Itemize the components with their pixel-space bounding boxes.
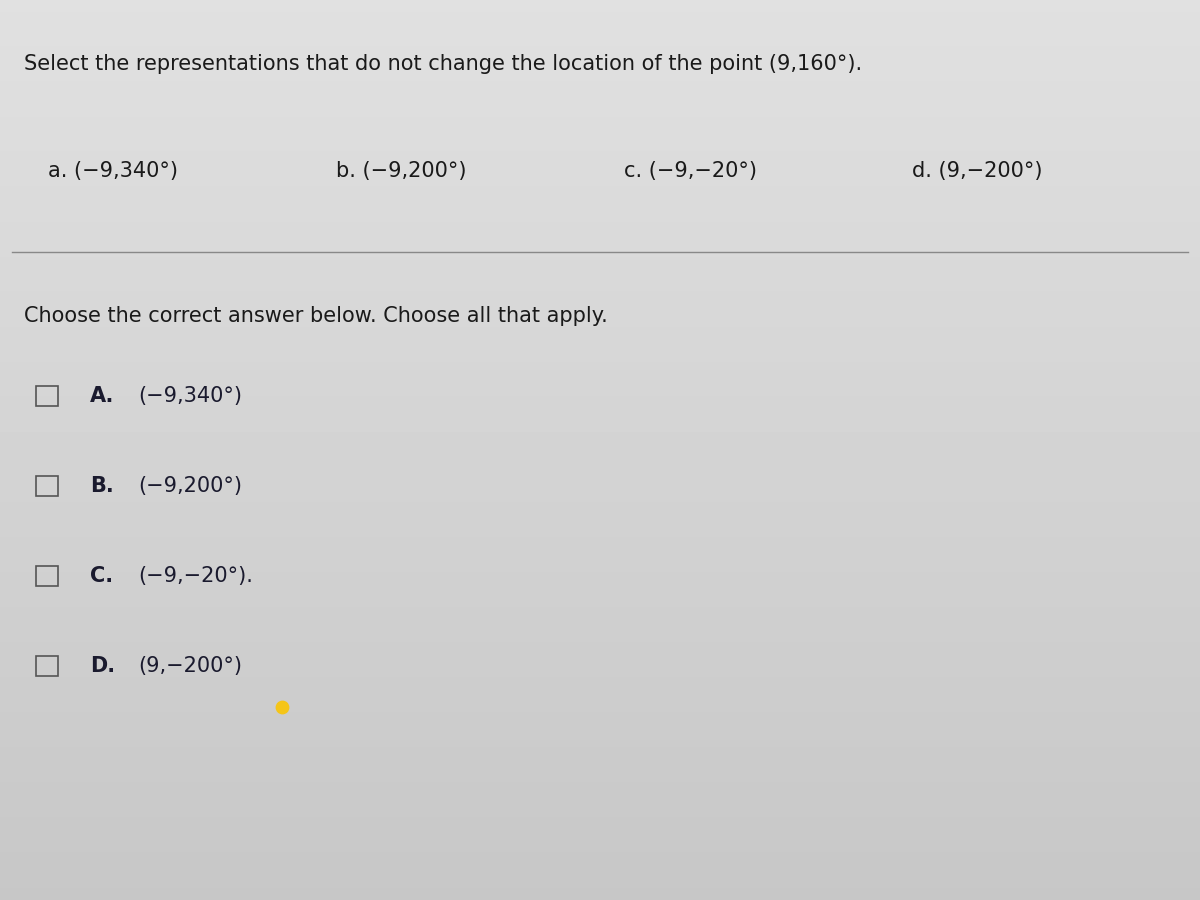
Text: C.: C.: [90, 566, 113, 586]
Text: a. (−9,340°): a. (−9,340°): [48, 161, 178, 181]
Text: Choose the correct answer below. Choose all that apply.: Choose the correct answer below. Choose …: [24, 306, 607, 326]
Text: (−9,340°): (−9,340°): [138, 386, 242, 406]
Text: c. (−9,−20°): c. (−9,−20°): [624, 161, 757, 181]
Text: d. (9,−200°): d. (9,−200°): [912, 161, 1043, 181]
Text: b. (−9,200°): b. (−9,200°): [336, 161, 467, 181]
Text: B.: B.: [90, 476, 114, 496]
Bar: [36, 476, 59, 496]
Bar: [36, 656, 59, 676]
Bar: [36, 386, 59, 406]
Text: (−9,−20°).: (−9,−20°).: [138, 566, 253, 586]
Text: (−9,200°): (−9,200°): [138, 476, 242, 496]
Bar: [36, 566, 59, 586]
Text: (9,−200°): (9,−200°): [138, 656, 242, 676]
Text: D.: D.: [90, 656, 115, 676]
Point: [272, 699, 292, 714]
Text: A.: A.: [90, 386, 114, 406]
Text: Select the representations that do not change the location of the point (9,160°): Select the representations that do not c…: [24, 54, 862, 74]
